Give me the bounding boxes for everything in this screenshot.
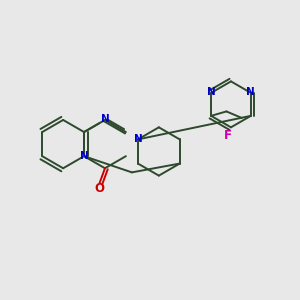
Text: O: O [94, 182, 104, 195]
Text: N: N [100, 114, 109, 124]
Text: N: N [246, 87, 255, 97]
Text: N: N [80, 151, 88, 160]
Text: F: F [224, 129, 232, 142]
Text: N: N [134, 134, 143, 144]
Text: N: N [207, 87, 216, 97]
